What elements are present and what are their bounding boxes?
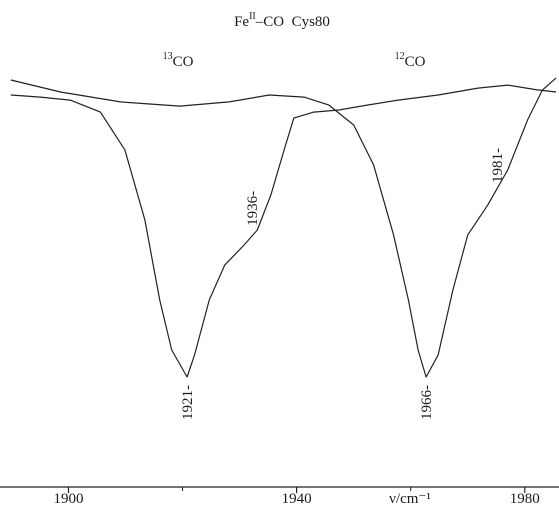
peak-label-text: CO [405, 54, 426, 70]
peak-label-text: CO [173, 54, 194, 70]
x-axis-label: ν/cm⁻¹ [389, 491, 431, 507]
spectrum-line [10, 77, 557, 378]
peak-annotation: 1981- [490, 148, 506, 183]
x-tick-label: 1900 [53, 491, 83, 507]
peak-annotation: 1966- [419, 385, 435, 420]
peak-annotation: 1921- [180, 385, 196, 420]
peak-annotation: 1936- [245, 191, 261, 226]
x-tick-label: 1940 [282, 491, 312, 507]
isotope-mass: 13 [163, 51, 173, 62]
isotope-mass: 12 [395, 51, 405, 62]
peak-label: 12CO [395, 51, 426, 70]
chart-title: FeII–CO Cys80 [234, 11, 330, 30]
spectrum-line [10, 84, 557, 378]
peak-label: 13CO [163, 51, 194, 70]
title-part: –CO Cys80 [255, 14, 330, 30]
title-superscript: II [249, 11, 256, 22]
title-part: Fe [234, 14, 249, 30]
x-tick-label: 1980 [510, 491, 540, 507]
